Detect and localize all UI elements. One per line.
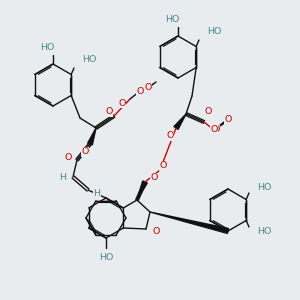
Text: O: O <box>64 154 72 163</box>
Text: HO: HO <box>207 28 221 37</box>
Text: O: O <box>118 98 126 107</box>
Text: O: O <box>152 227 160 236</box>
Polygon shape <box>150 212 229 233</box>
Polygon shape <box>174 114 186 130</box>
Text: HO: HO <box>257 227 272 236</box>
Text: O: O <box>81 148 89 157</box>
Text: HO: HO <box>40 43 54 52</box>
Text: HO: HO <box>82 56 96 64</box>
Text: O: O <box>144 83 152 92</box>
Text: O: O <box>159 161 167 170</box>
Text: HO: HO <box>165 14 179 23</box>
Text: O: O <box>150 173 158 182</box>
Polygon shape <box>88 128 96 145</box>
Text: O: O <box>210 125 218 134</box>
Text: O: O <box>136 86 144 95</box>
Polygon shape <box>137 181 147 200</box>
Text: HO: HO <box>99 253 113 262</box>
Text: O: O <box>105 107 113 116</box>
Text: O: O <box>204 107 212 116</box>
Text: HO: HO <box>257 184 272 193</box>
Text: H: H <box>94 190 100 199</box>
Text: O: O <box>212 125 220 134</box>
Text: O: O <box>224 116 232 124</box>
Text: H: H <box>59 172 67 182</box>
Text: O: O <box>166 131 174 140</box>
